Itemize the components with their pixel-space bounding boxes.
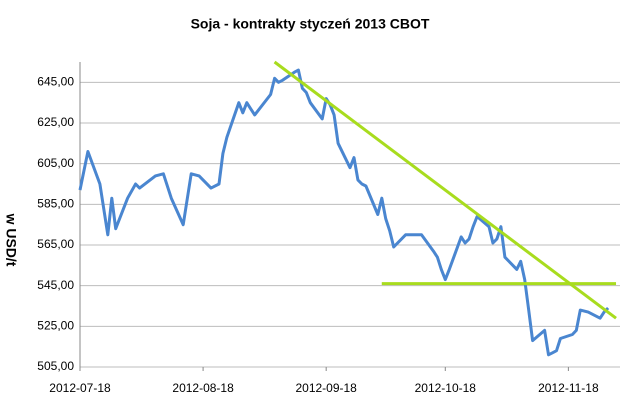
- y-tick-label: 505,00: [37, 359, 74, 373]
- data-line: [78, 68, 610, 357]
- trend-line: [273, 60, 617, 320]
- y-tick-label: 565,00: [37, 237, 74, 251]
- x-tick-label: 2012-10-18: [415, 381, 477, 395]
- x-tick-label: 2012-07-18: [49, 381, 111, 395]
- x-tick-label: 2012-08-18: [172, 381, 234, 395]
- y-tick-label: 545,00: [37, 278, 74, 292]
- y-tick-label: 585,00: [37, 197, 74, 211]
- x-tick-label: 2012-11-18: [538, 381, 599, 395]
- y-tick-label: 525,00: [37, 319, 74, 333]
- y-tick-label: 645,00: [37, 75, 74, 89]
- chart-title: Soja - kontrakty styczeń 2013 CBOT: [191, 16, 430, 32]
- x-tick-label: 2012-09-18: [295, 381, 357, 395]
- y-tick-label: 605,00: [37, 156, 74, 170]
- y-axis-label: w USD/t: [3, 213, 19, 267]
- y-tick-label: 625,00: [37, 115, 74, 129]
